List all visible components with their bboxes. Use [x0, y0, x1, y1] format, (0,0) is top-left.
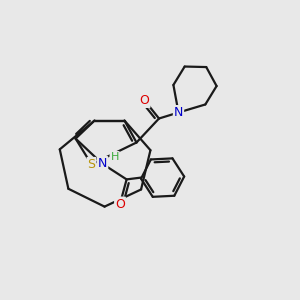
Text: O: O: [140, 94, 149, 107]
Text: N: N: [98, 157, 107, 170]
Text: S: S: [88, 158, 95, 171]
Text: N: N: [174, 106, 183, 119]
Text: O: O: [115, 197, 125, 211]
Text: H: H: [110, 152, 119, 162]
